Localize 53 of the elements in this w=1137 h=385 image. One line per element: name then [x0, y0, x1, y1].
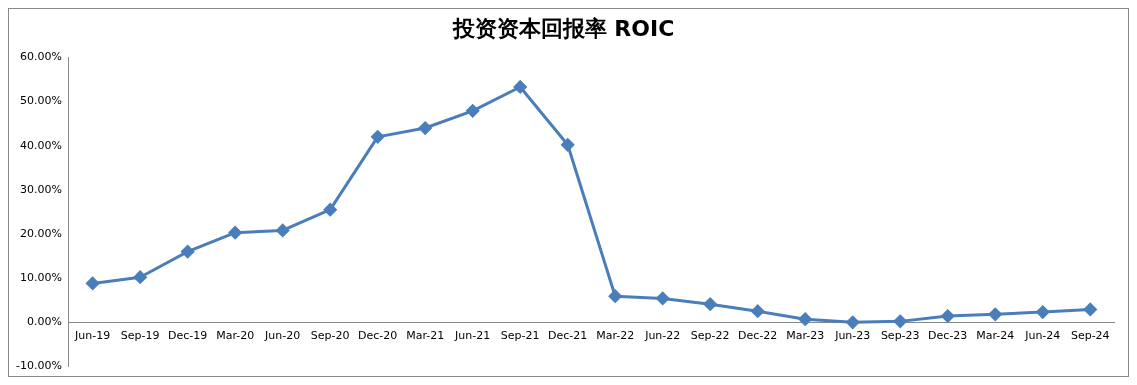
point [846, 315, 860, 329]
point [608, 289, 622, 303]
point [371, 130, 385, 144]
point [323, 203, 337, 217]
y-tick-label: 40.00% [19, 138, 62, 152]
x-tick-label: Sep-21 [500, 328, 540, 342]
x-tick-label: Jun-24 [1024, 328, 1061, 342]
x-tick-label: Sep-24 [1070, 328, 1110, 342]
x-tick-label: Dec-23 [928, 328, 968, 342]
point [466, 104, 480, 118]
point [703, 297, 717, 311]
x-tick-label: Sep-19 [120, 328, 160, 342]
x-tick-label: Jun-23 [834, 328, 871, 342]
point [133, 270, 147, 284]
point [228, 226, 242, 240]
y-tick-label: -10.00% [15, 359, 62, 373]
x-tick-label: Jun-22 [644, 328, 681, 342]
y-tick-label: 20.00% [19, 226, 62, 240]
x-tick-label: Jun-19 [74, 328, 111, 342]
point [893, 314, 907, 328]
y-tick-label: 0.00% [26, 315, 62, 329]
y-tick-label: 10.00% [19, 270, 62, 284]
point [86, 276, 100, 290]
chart-title: 投资资本回报率 ROIC [451, 15, 675, 41]
point [418, 121, 432, 135]
point [181, 245, 195, 259]
x-tick-label: Jun-21 [454, 328, 491, 342]
y-tick-label: 50.00% [19, 94, 62, 108]
x-tick-label: Mar-20 [216, 328, 255, 342]
point [561, 138, 575, 152]
point [1036, 305, 1050, 319]
x-tick-label: Dec-19 [168, 328, 208, 342]
point [751, 304, 765, 318]
point [988, 307, 1002, 321]
x-tick-label: Sep-20 [310, 328, 350, 342]
y-tick-label: 60.00% [19, 50, 62, 64]
x-tick-label: Mar-23 [786, 328, 825, 342]
x-tick-label: Sep-23 [880, 328, 920, 342]
x-tick-label: Jun-20 [264, 328, 301, 342]
point [1083, 302, 1097, 316]
y-tick-label: 30.00% [19, 182, 62, 196]
x-tick-label: Mar-22 [596, 328, 635, 342]
x-tick-label: Sep-22 [690, 328, 730, 342]
point [798, 312, 812, 326]
point [276, 223, 290, 237]
x-tick-label: Mar-24 [976, 328, 1015, 342]
point [941, 309, 955, 323]
x-tick-label: Mar-21 [406, 328, 445, 342]
x-tick-label: Dec-21 [548, 328, 588, 342]
point [513, 80, 527, 94]
x-tick-label: Dec-20 [358, 328, 398, 342]
x-tick-label: Dec-22 [738, 328, 778, 342]
point [656, 291, 670, 305]
